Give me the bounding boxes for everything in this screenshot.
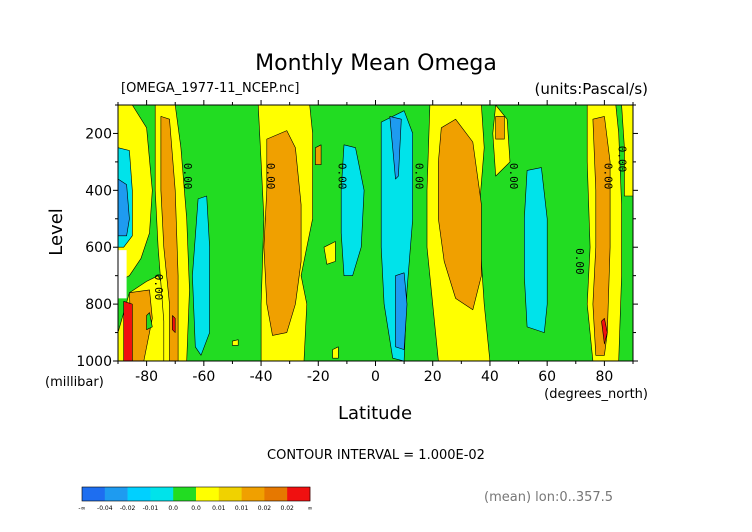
colorbar-label: -0.04 bbox=[97, 505, 113, 512]
contour-region-red bbox=[172, 315, 176, 333]
contour-region-red bbox=[601, 317, 608, 345]
colorbar-swatch bbox=[241, 487, 265, 501]
colorbar-swatch bbox=[150, 487, 174, 501]
y-tick-label: 600 bbox=[85, 240, 112, 256]
contour-region-orange bbox=[495, 116, 505, 140]
colorbar-swatch bbox=[127, 487, 151, 501]
contour-region-cyan bbox=[192, 195, 210, 356]
file-label: [OMEGA_1977-11_NCEP.nc] bbox=[121, 81, 299, 96]
plot-area: 0.00 0.00 0.00 0.00 0.00 0.000.000.000.00 bbox=[117, 104, 634, 362]
contour-label: 0.00 bbox=[573, 248, 586, 275]
colorbar-swatch bbox=[218, 487, 242, 501]
colorbar: -∞ -0.04 -0.02 -0.01 0.0 0.0 0.01 0.01 0.02 0.02 ∞ bbox=[78, 486, 313, 512]
colorbar-label: 0.01 bbox=[212, 505, 226, 512]
colorbar-label: -0.02 bbox=[120, 505, 136, 512]
contour-region-green bbox=[146, 312, 153, 331]
x-axis-label: Latitude bbox=[338, 403, 412, 424]
chart-title: Monthly Mean Omega bbox=[255, 51, 497, 76]
colorbar-label: -0.01 bbox=[143, 505, 159, 512]
contour-region-yellow bbox=[232, 339, 239, 346]
contour-interval: CONTOUR INTERVAL = 1.000E-02 bbox=[267, 448, 485, 463]
colorbar-label: -∞ bbox=[78, 505, 85, 512]
contour-region-orange bbox=[438, 118, 482, 311]
contour-region-missing bbox=[118, 250, 127, 299]
contour-label: 0.00 bbox=[152, 274, 165, 301]
x-tick-label: 60 bbox=[538, 369, 556, 385]
averaging-note: (mean) lon:0..357.5 bbox=[484, 490, 613, 505]
colorbar-frame bbox=[81, 486, 311, 502]
x-tick-label: 40 bbox=[481, 369, 499, 385]
x-tick-label: -80 bbox=[135, 369, 158, 385]
contour-region-yellow bbox=[332, 346, 339, 359]
colorbar-label: 0.02 bbox=[281, 505, 295, 512]
contour-label: 0.00 bbox=[181, 163, 194, 190]
x-tick-label: 20 bbox=[424, 369, 442, 385]
contour-region-orange bbox=[592, 116, 611, 356]
contour-label: 0.00 bbox=[335, 163, 348, 190]
y-axis-label: Level bbox=[46, 208, 67, 256]
x-tick-label: -60 bbox=[192, 369, 215, 385]
contour-label: 0.00 bbox=[616, 146, 629, 173]
x-tick-label: 0 bbox=[371, 369, 380, 385]
x-tick-label: -40 bbox=[250, 369, 273, 385]
colorbar-swatch bbox=[196, 487, 220, 501]
x-tick-label: 80 bbox=[595, 369, 613, 385]
x-tick-label: -20 bbox=[307, 369, 330, 385]
contour-region-red bbox=[123, 300, 133, 362]
y-tick-label: 400 bbox=[85, 183, 112, 199]
colorbar-label: 0.0 bbox=[191, 505, 201, 512]
contour-region-blue bbox=[389, 116, 402, 180]
contour-region-yellow bbox=[323, 241, 336, 265]
contour-label: 0.00 bbox=[601, 163, 614, 190]
y-axis-unit: (millibar) bbox=[45, 375, 104, 390]
colorbar-swatch bbox=[264, 487, 288, 501]
contour-region-cyan bbox=[340, 144, 365, 277]
units-label: (units:Pascal/s) bbox=[535, 80, 649, 98]
colorbar-label: 0.02 bbox=[258, 505, 272, 512]
colorbar-swatch bbox=[104, 487, 128, 501]
contour-region-blue bbox=[395, 272, 408, 350]
contour-region-orange bbox=[315, 144, 322, 165]
colorbar-label: ∞ bbox=[308, 505, 313, 512]
colorbar-label: 0.0 bbox=[168, 505, 178, 512]
x-axis-unit: (degrees_north) bbox=[544, 387, 648, 402]
colorbar-label: 0.01 bbox=[235, 505, 249, 512]
y-tick-label: 200 bbox=[85, 126, 112, 142]
colorbar-swatch bbox=[173, 487, 197, 501]
colorbar-swatch bbox=[82, 487, 106, 501]
y-tick-label: 1000 bbox=[76, 354, 112, 370]
colorbar-swatch bbox=[287, 487, 311, 501]
contour-label: 0.00 bbox=[507, 163, 520, 190]
contour-region-orange bbox=[263, 130, 302, 336]
contour-label: 0.00 bbox=[264, 163, 277, 190]
contour-region-cyan bbox=[523, 167, 548, 333]
contour-label: 0.00 bbox=[413, 163, 426, 190]
y-tick-label: 800 bbox=[85, 297, 112, 313]
